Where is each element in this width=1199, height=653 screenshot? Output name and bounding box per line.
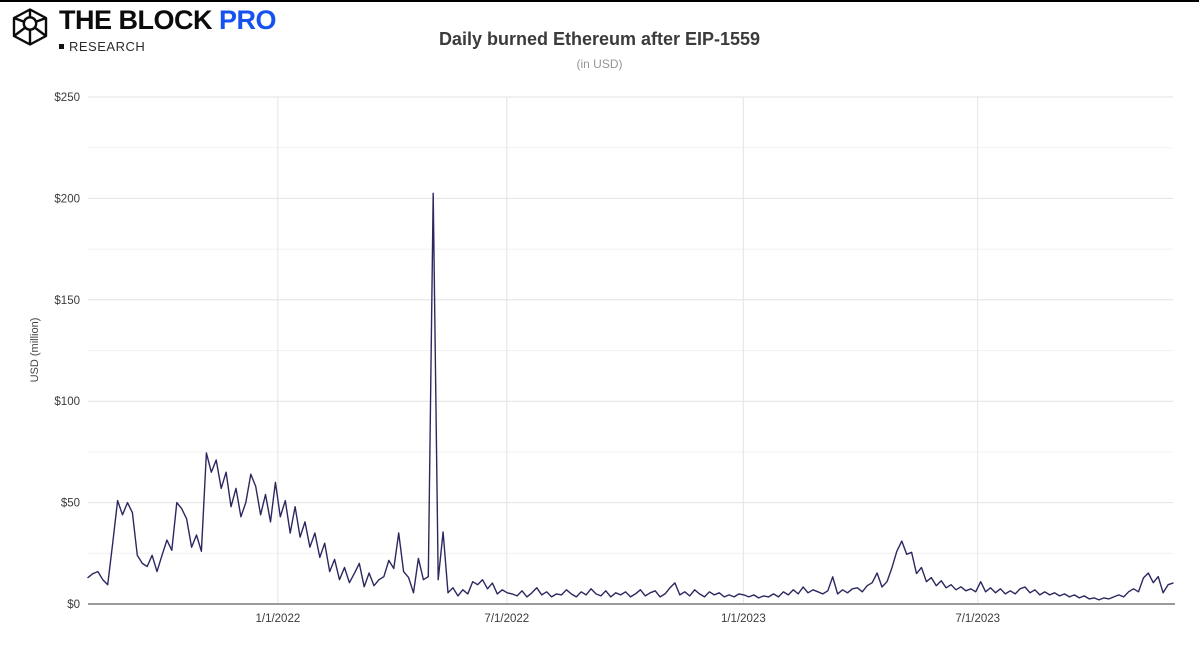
top-border xyxy=(0,0,1199,2)
brand-name: THE BLOCK PRO xyxy=(59,5,277,35)
y-tick-label: $50 xyxy=(61,498,80,510)
y-tick-label: $200 xyxy=(54,193,80,205)
y-tick-label: $150 xyxy=(54,295,80,307)
the-block-cube-icon xyxy=(12,8,48,46)
bullet-icon xyxy=(59,44,64,49)
x-tick-label: 1/1/2022 xyxy=(255,613,300,625)
y-tick-label: $250 xyxy=(54,92,80,104)
x-tick-label: 1/1/2023 xyxy=(721,613,766,625)
y-axis-title: USD (million) xyxy=(29,318,41,383)
brand-pro: PRO xyxy=(219,5,277,35)
the-block-logo: THE BLOCK PRO RESEARCH xyxy=(10,5,277,54)
burned-eth-series-line xyxy=(87,192,1174,601)
logo-text: THE BLOCK PRO RESEARCH xyxy=(59,5,277,54)
brand-block: BLOCK xyxy=(118,5,213,35)
x-tick-label: 7/1/2023 xyxy=(955,613,1000,625)
brand-the: THE xyxy=(59,5,112,35)
brand-tagline: RESEARCH xyxy=(59,39,276,54)
x-tick-label: 7/1/2022 xyxy=(484,613,529,625)
y-tick-label: $100 xyxy=(54,396,80,408)
tagline-label: RESEARCH xyxy=(69,39,146,54)
y-tick-label: $0 xyxy=(67,599,80,611)
